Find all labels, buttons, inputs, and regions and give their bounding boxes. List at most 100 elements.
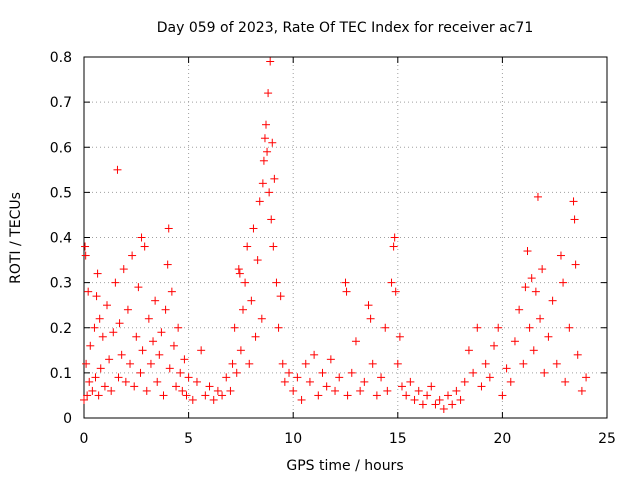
- data-point: [326, 355, 335, 364]
- data-point: [151, 296, 160, 305]
- data-point: [107, 386, 116, 395]
- data-point: [95, 314, 104, 323]
- data-point: [243, 242, 252, 251]
- data-point: [448, 400, 457, 409]
- data-point: [397, 382, 406, 391]
- data-point: [502, 364, 511, 373]
- data-point: [260, 134, 269, 143]
- data-point: [268, 138, 277, 147]
- data-point: [267, 215, 276, 224]
- data-point: [136, 368, 145, 377]
- data-point: [159, 391, 168, 400]
- data-point: [253, 256, 262, 265]
- data-point: [582, 373, 591, 382]
- data-point: [88, 386, 97, 395]
- data-point: [117, 350, 126, 359]
- x-tick-label: 20: [493, 431, 511, 447]
- chart-title: Day 059 of 2023, Rate Of TEC Index for r…: [157, 20, 533, 36]
- data-point: [105, 355, 114, 364]
- data-point: [276, 292, 285, 301]
- data-point: [103, 301, 112, 310]
- data-point: [343, 391, 352, 400]
- data-point: [272, 278, 281, 287]
- x-tick-label: 15: [389, 431, 407, 447]
- data-point: [241, 278, 250, 287]
- data-point: [381, 323, 390, 332]
- data-point: [525, 323, 534, 332]
- data-point: [297, 395, 306, 404]
- data-point: [238, 305, 247, 314]
- data-point: [364, 301, 373, 310]
- data-point: [192, 377, 201, 386]
- data-point: [228, 359, 237, 368]
- data-point: [100, 382, 109, 391]
- data-point: [556, 251, 565, 260]
- y-tick-label: 0.7: [50, 95, 72, 111]
- data-point: [109, 328, 118, 337]
- data-point: [113, 165, 122, 174]
- data-point: [552, 359, 561, 368]
- data-point: [138, 346, 147, 355]
- data-point: [278, 359, 287, 368]
- data-point: [510, 337, 519, 346]
- data-point: [519, 359, 528, 368]
- data-point: [235, 269, 244, 278]
- data-point: [569, 197, 578, 206]
- data-point: [184, 373, 193, 382]
- data-point: [523, 247, 532, 256]
- data-point: [577, 386, 586, 395]
- data-point: [144, 314, 153, 323]
- data-point: [289, 386, 298, 395]
- data-point: [172, 382, 181, 391]
- data-point: [515, 305, 524, 314]
- data-point: [439, 404, 448, 413]
- data-point: [249, 224, 258, 233]
- data-point: [548, 296, 557, 305]
- data-points: [80, 57, 591, 413]
- data-point: [270, 174, 279, 183]
- data-point: [477, 382, 486, 391]
- data-point: [573, 350, 582, 359]
- data-point: [293, 373, 302, 382]
- data-point: [565, 323, 574, 332]
- y-axis-label: ROTI / TECUs: [8, 192, 24, 284]
- data-point: [427, 382, 436, 391]
- data-point: [178, 386, 187, 395]
- data-point: [163, 260, 172, 269]
- data-point: [410, 395, 419, 404]
- data-point: [226, 386, 235, 395]
- data-point: [490, 341, 499, 350]
- data-point: [81, 242, 90, 251]
- data-point: [234, 265, 243, 274]
- data-point: [251, 332, 260, 341]
- data-point: [91, 373, 100, 382]
- data-point: [481, 359, 490, 368]
- data-point: [360, 377, 369, 386]
- data-point: [301, 359, 310, 368]
- data-point: [351, 337, 360, 346]
- data-point: [322, 382, 331, 391]
- data-point: [94, 391, 103, 400]
- data-point: [431, 400, 440, 409]
- data-point: [395, 332, 404, 341]
- data-point: [387, 278, 396, 287]
- data-point: [485, 373, 494, 382]
- y-tick-labels: 0 0.1 0.2 0.3 0.4 0.5 0.6 0.7 0.8: [50, 50, 72, 427]
- x-tick-label: 10: [284, 431, 302, 447]
- y-tick-label: 0.3: [50, 276, 72, 292]
- data-point: [85, 377, 94, 386]
- data-point: [236, 346, 245, 355]
- data-point: [366, 314, 375, 323]
- data-point: [473, 323, 482, 332]
- data-point: [305, 377, 314, 386]
- data-point: [314, 391, 323, 400]
- data-point: [81, 251, 90, 260]
- data-point: [561, 377, 570, 386]
- data-point: [157, 328, 166, 337]
- data-point: [164, 224, 173, 233]
- data-point: [423, 391, 432, 400]
- data-point: [188, 395, 197, 404]
- data-point: [506, 377, 515, 386]
- data-point: [255, 197, 264, 206]
